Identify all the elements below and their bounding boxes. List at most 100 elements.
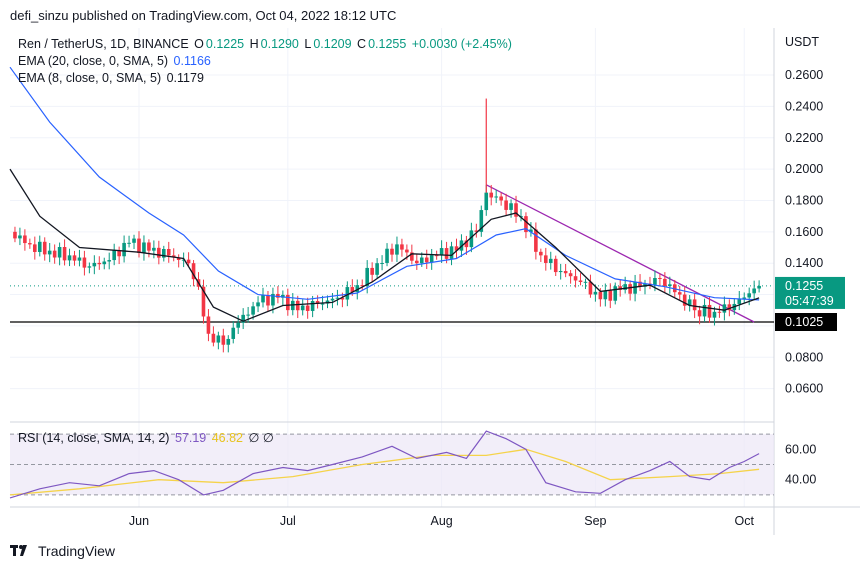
candle-body: [682, 294, 687, 306]
candle-body: [553, 258, 558, 273]
candle-body: [137, 238, 141, 254]
candle-body: [638, 281, 642, 287]
candle-body: [593, 291, 598, 295]
candle-body: [157, 247, 161, 258]
high-value: 0.1290: [260, 37, 299, 51]
candle-body: [161, 248, 166, 258]
price-tick-label: 0.0600: [785, 382, 823, 396]
open-label: O: [194, 37, 204, 51]
candle-body: [449, 246, 454, 259]
candle-body: [166, 248, 171, 256]
candle-body: [410, 252, 414, 261]
ema20-value: 0.1166: [173, 54, 211, 68]
candle-body: [52, 250, 57, 258]
candle-body: [752, 288, 756, 294]
candle-body: [365, 267, 369, 286]
candle-body: [415, 260, 419, 264]
candle-body: [241, 314, 245, 323]
candle-body: [251, 306, 255, 315]
candle-body: [757, 285, 761, 289]
rsi-extra: ∅ ∅: [248, 431, 274, 445]
candle-body: [707, 304, 712, 318]
candle-body: [672, 284, 677, 293]
candle-body: [122, 242, 126, 257]
candle-body: [568, 273, 573, 277]
candle-body: [310, 301, 315, 311]
candle-body: [236, 322, 241, 328]
ema20-line: [9, 66, 760, 301]
candle-body: [534, 229, 538, 252]
candle-body: [57, 247, 62, 258]
ema20-legend[interactable]: EMA (20, close, 0, SMA, 5) 0.1166: [18, 54, 213, 68]
candle-body: [548, 258, 553, 263]
candle-body: [737, 298, 742, 304]
candle-body: [117, 250, 121, 257]
time-tick-label: Sep: [584, 514, 606, 528]
candle-body: [722, 304, 727, 313]
candle-body: [514, 203, 518, 217]
candle-body: [345, 287, 350, 300]
candle-body: [142, 242, 146, 254]
candle-body: [653, 278, 657, 285]
tradingview-brand[interactable]: TradingView: [38, 543, 116, 559]
candle-body: [231, 327, 236, 339]
candle-body: [628, 284, 632, 294]
rsi-value: 57.19: [174, 431, 207, 445]
candle-body: [23, 235, 27, 244]
candle-body: [246, 314, 250, 316]
candle-body: [112, 250, 116, 261]
ema8-label: EMA (8, close, 0, SMA, 5): [18, 71, 162, 85]
candle-body: [171, 255, 176, 258]
candle-body: [419, 257, 424, 264]
symbol-label[interactable]: Ren / TetherUS, 1D, BINANCE: [18, 37, 189, 51]
candle-body: [335, 297, 340, 299]
candle-body: [603, 290, 608, 300]
price-tick-label: 0.2600: [785, 68, 823, 82]
low-value: 0.1209: [313, 37, 352, 51]
candle-body: [479, 210, 484, 232]
price-tick-label: 0.0800: [785, 350, 823, 364]
candle-body: [281, 294, 285, 298]
candle-body: [405, 249, 409, 253]
candle-body: [454, 246, 459, 251]
candle-body: [201, 286, 206, 317]
candle-body: [152, 247, 156, 251]
price-axis: USDT 0.2600 0.2400 0.2200 0.2000 0.1800 0.1600…: [785, 35, 823, 487]
candles: [13, 98, 761, 353]
candle-body: [474, 230, 479, 232]
candle-body: [315, 301, 320, 304]
candle-body: [355, 285, 360, 292]
candle-body: [464, 240, 469, 248]
candle-body: [563, 271, 568, 274]
candle-body: [28, 243, 32, 245]
candle-body: [658, 278, 662, 280]
candle-body: [727, 304, 732, 311]
rsi-band: [10, 433, 774, 496]
candle-body: [429, 255, 434, 263]
ema8-legend[interactable]: EMA (8, close, 0, SMA, 5) 0.1179: [18, 71, 206, 85]
rsi-tick-label: 40.00: [785, 473, 816, 487]
candle-body: [261, 295, 265, 303]
published-by-line: defi_sinzu published on TradingView.com,…: [10, 8, 397, 23]
candle-body: [613, 286, 618, 301]
rsi-sma-line: [9, 448, 760, 496]
candle-body: [400, 244, 404, 250]
time-tick-label: Aug: [430, 514, 452, 528]
candle-body: [390, 248, 394, 255]
candle-body: [598, 291, 603, 300]
candle-body: [42, 241, 47, 255]
tradingview-logo-icon[interactable]: [10, 544, 32, 558]
candle-body: [226, 338, 231, 345]
candle-body: [325, 300, 330, 304]
candle-body: [395, 244, 399, 255]
descending-trendline: [485, 184, 755, 323]
rsi-legend[interactable]: RSI (14, close, SMA, 14, 2) 57.19 46.82 …: [18, 430, 276, 445]
candle-body: [608, 290, 613, 301]
rsi-label: RSI (14, close, SMA, 14, 2): [18, 431, 170, 445]
candle-body: [702, 304, 707, 317]
candle-body: [320, 303, 325, 305]
candle-body: [539, 251, 543, 256]
candle-body: [37, 241, 42, 252]
